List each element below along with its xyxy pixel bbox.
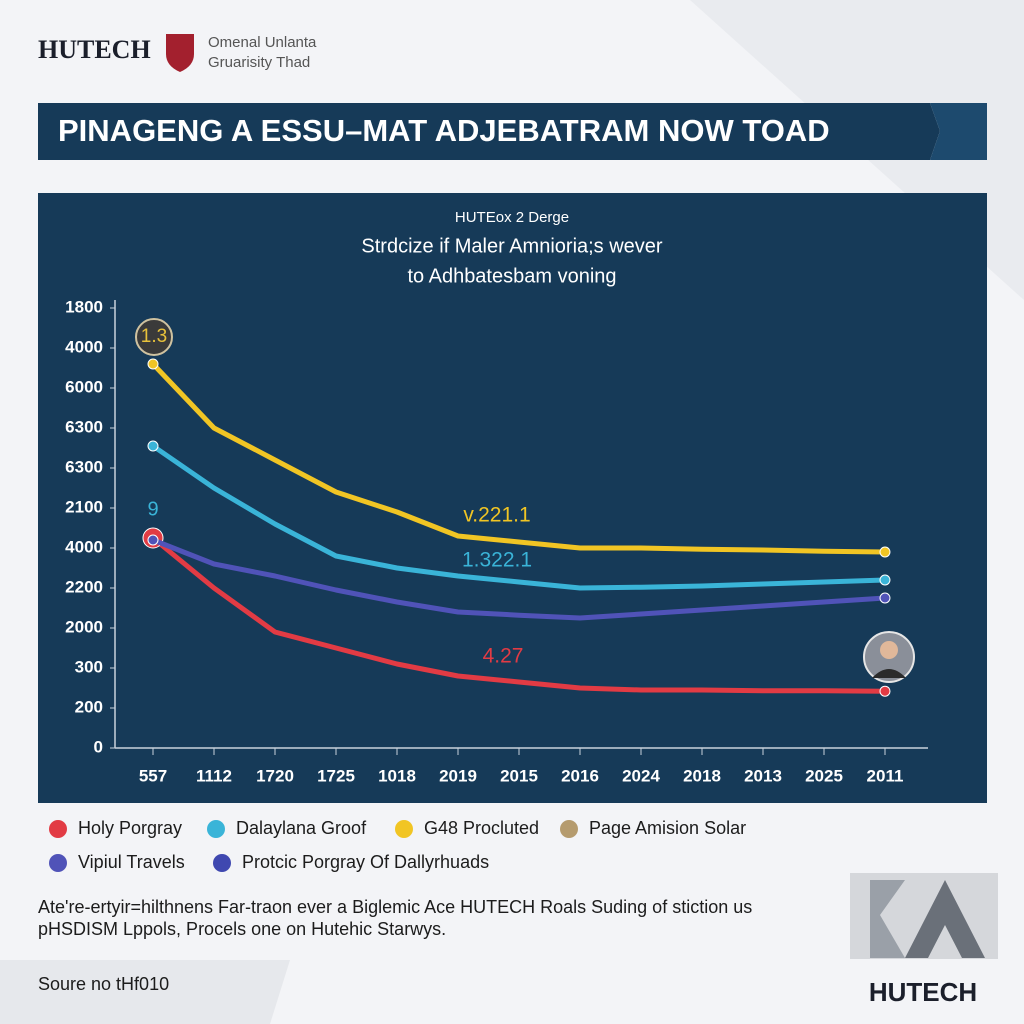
legend-label: Dalaylana Groof (236, 818, 367, 838)
x-tick-label: 2016 (561, 766, 599, 785)
x-tick-label: 1725 (317, 766, 355, 785)
header-logo: HUTECH (38, 35, 151, 64)
y-tick-label: 6000 (65, 377, 103, 396)
y-tick-label: 300 (75, 657, 103, 676)
y-tick-label: 2000 (65, 617, 103, 636)
legend-swatch (207, 820, 225, 838)
x-tick-label: 1112 (196, 766, 232, 785)
annotation: v.221.1 (463, 504, 530, 527)
point (147, 440, 159, 452)
y-tick-label: 6300 (65, 417, 103, 436)
footer-shape (0, 960, 290, 1024)
footnote: pHSDISM Lppols, Procels one on Hutehic S… (38, 919, 446, 939)
y-tick-label: 200 (75, 697, 103, 716)
crest (166, 34, 194, 72)
chart-panel (38, 193, 987, 803)
org-line: Gruarisity Thad (208, 54, 310, 71)
series-line (151, 443, 886, 591)
point (147, 358, 159, 370)
y-tick-label: 1800 (65, 297, 103, 316)
legend-swatch (49, 820, 67, 838)
x-tick-label: 2025 (805, 766, 843, 785)
banner-tail (930, 103, 987, 160)
x-tick-label: 2015 (500, 766, 538, 785)
legend-label: Page Amision Solar (589, 818, 746, 838)
legend-swatch (213, 854, 231, 872)
plot: 0 200 300 2000 2200 4000 2100 6300 6300 6000 4000 1… (65, 297, 903, 785)
legend-label: Protcic Porgray Of Dallyrhuads (242, 852, 489, 872)
y-tick-label: 2200 (65, 577, 103, 596)
legend-swatch (560, 820, 578, 838)
y-tick-label: 6300 (65, 457, 103, 476)
x-tick-label: 2018 (683, 766, 721, 785)
footer-logo-mark (905, 880, 985, 958)
x-tick-label: 557 (139, 766, 167, 785)
legend-swatch (395, 820, 413, 838)
banner (38, 103, 940, 160)
footer-logo-mark (870, 880, 905, 958)
avatar-face (880, 641, 898, 659)
footer-logo: HUTECH (869, 977, 977, 1007)
series-line (151, 536, 886, 694)
chart-subtitle: Strdcize if Maler Amnioria;s wever (361, 235, 663, 257)
legend-swatch (49, 854, 67, 872)
footnote: Ate're-ertyir=hilthnens Far-traon ever a… (38, 897, 752, 917)
point (879, 546, 891, 558)
x-tick-label: 2011 (867, 766, 904, 785)
series-line (151, 362, 886, 555)
annotation: 1.322.1 (462, 549, 532, 572)
point (879, 592, 891, 604)
y-tick-label: 2100 (65, 497, 103, 516)
point (879, 574, 891, 586)
annotation: 1.3 (141, 326, 167, 347)
avatar-body (872, 669, 906, 678)
y-tick-label: 0 (94, 737, 103, 756)
point (879, 685, 891, 697)
banner-title: PINAGENG A ESSU–MAT ADJEBATRAM NOW TOAD (58, 113, 830, 148)
x-tick-label: 2024 (622, 766, 660, 785)
series-line (152, 537, 886, 621)
legend-label: Holy Porgray (78, 818, 182, 838)
chart-title: HUTEox 2 Derge (455, 209, 569, 226)
x-tick-label: 2019 (439, 766, 477, 785)
x-tick-label: 1720 (256, 766, 294, 785)
y-tick-label: 4000 (65, 337, 103, 356)
x-tick-label: 2013 (744, 766, 782, 785)
x-tick-label: 1018 (378, 766, 416, 785)
chart-subtitle: to Adhbatesbam voning (407, 265, 616, 287)
point (147, 534, 159, 546)
legend-label: G48 Procluted (424, 818, 539, 838)
source: Soure no tHf010 (38, 974, 169, 994)
annotation: 4.27 (483, 645, 524, 668)
org-line: Omenal Unlanta (208, 34, 317, 51)
legend-label: Vipiul Travels (78, 852, 185, 872)
badge (135, 318, 173, 356)
annotation: 9 (147, 498, 158, 520)
y-tick-label: 4000 (65, 537, 103, 556)
